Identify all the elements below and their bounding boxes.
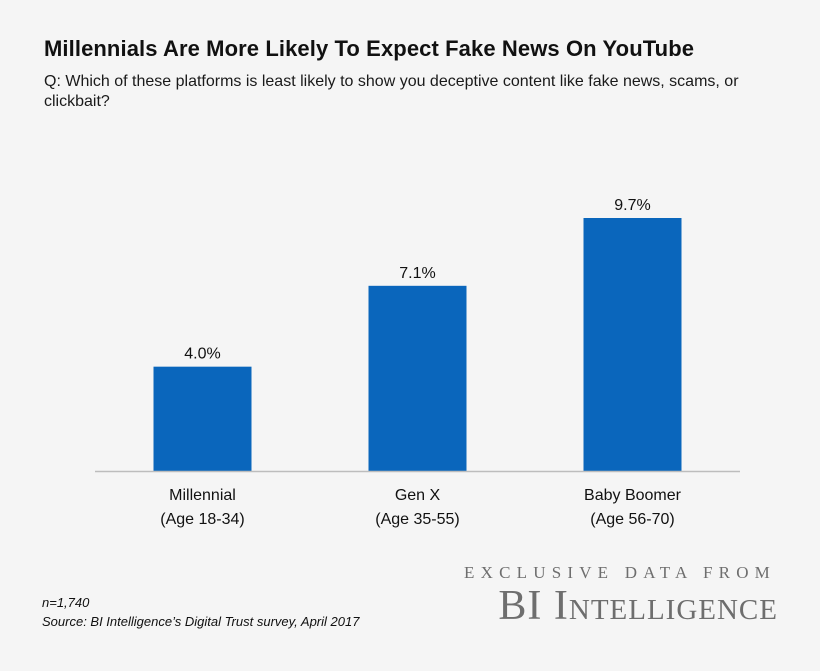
bar-2 bbox=[368, 285, 467, 471]
x-tick-label-2-line-2: (Age 35-55) bbox=[375, 511, 460, 528]
source-note: Source: BI Intelligence’s Digital Trust … bbox=[42, 614, 360, 629]
bar-value-label-3: 9.7% bbox=[614, 197, 650, 214]
x-tick-label-1-line-1: Millennial bbox=[169, 487, 236, 504]
sample-size-note: n=1,740 bbox=[42, 595, 90, 610]
x-tick-label-1-line-2: (Age 18-34) bbox=[160, 511, 245, 528]
bar-3 bbox=[583, 218, 682, 471]
bar-value-label-2: 7.1% bbox=[399, 265, 435, 282]
bar-value-label-1: 4.0% bbox=[184, 346, 220, 363]
x-tick-label-2-line-1: Gen X bbox=[395, 487, 441, 504]
x-tick-label-3-line-2: (Age 56-70) bbox=[590, 511, 675, 528]
chart-title: Millennials Are More Likely To Expect Fa… bbox=[44, 36, 695, 61]
chart-subtitle: Q: Which of these platforms is least lik… bbox=[44, 73, 739, 110]
brand-logo-text: BI Intelligence bbox=[498, 583, 778, 629]
brand-tagline: Exclusive Data From bbox=[464, 563, 776, 582]
bar-1 bbox=[153, 366, 252, 471]
x-tick-label-3-line-1: Baby Boomer bbox=[584, 487, 682, 504]
